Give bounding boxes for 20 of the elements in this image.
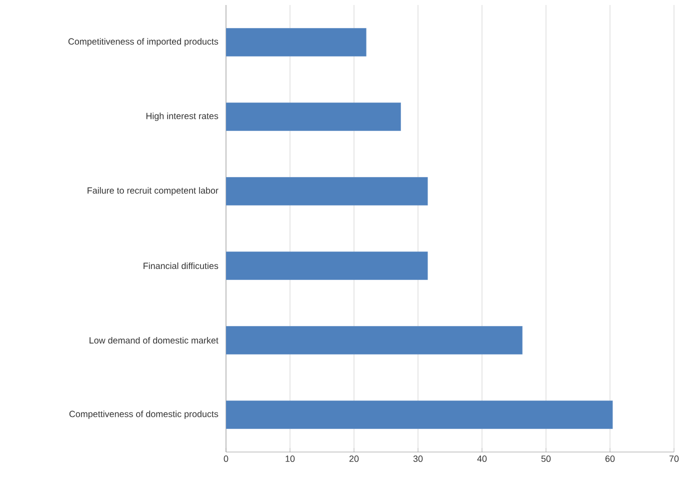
x-tick-label: 60 <box>605 456 615 462</box>
bar <box>226 102 401 131</box>
x-tick-label: 30 <box>413 456 423 462</box>
y-tick-label: Compettiveness of domestic products <box>69 410 218 419</box>
y-tick-label: Competitiveness of imported products <box>68 38 218 46</box>
x-tick-label: 10 <box>286 456 295 462</box>
y-tick-label: Failure to recruit competent labor <box>88 187 218 196</box>
bar <box>226 28 366 56</box>
bar <box>226 177 428 206</box>
x-tick-label: 0 <box>224 456 228 462</box>
bar <box>226 252 428 280</box>
x-tick-label: 70 <box>669 456 679 462</box>
y-tick-label: Low demand of domestic market <box>90 336 218 344</box>
x-tick-label: 20 <box>349 456 359 462</box>
bar <box>226 326 523 354</box>
x-tick-label: 50 <box>541 456 551 462</box>
y-tick-label: Financial difficuties <box>144 262 218 270</box>
y-tick-label: High interest rates <box>146 112 218 121</box>
bar <box>226 400 613 429</box>
x-tick-label: 40 <box>477 456 487 462</box>
